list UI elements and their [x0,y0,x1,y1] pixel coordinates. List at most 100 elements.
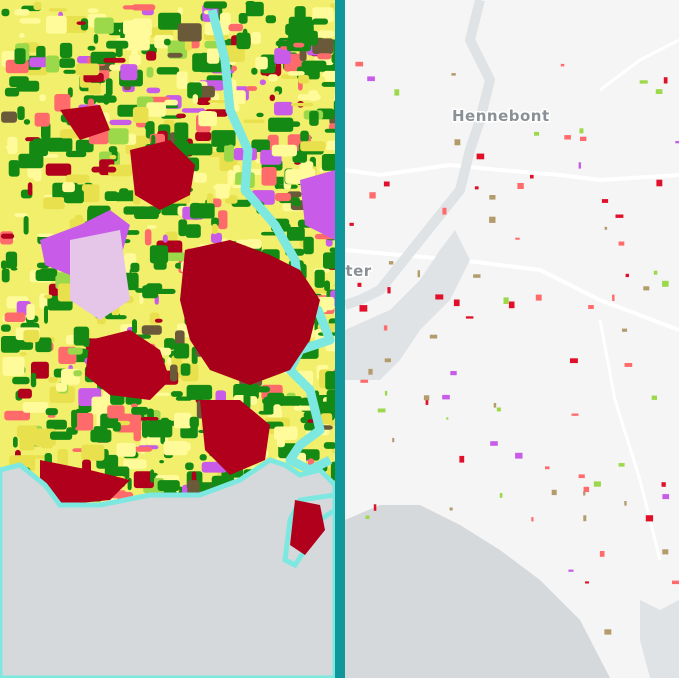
sea [640,600,679,678]
land-patch [185,224,201,238]
land-patch [293,405,315,411]
land-patch [211,232,222,244]
land-patch [187,82,202,99]
land-patch [656,179,663,187]
land-patch [187,480,200,495]
land-patch [534,131,540,136]
land-patch [106,40,129,49]
land-patch [91,396,107,415]
land-patch [59,58,75,68]
land-patch [442,207,447,215]
land-patch [14,9,30,16]
land-patch [545,466,550,470]
land-patch [568,569,574,572]
land-patch [236,32,251,50]
land-patch [163,252,190,261]
land-patch [583,515,587,522]
land-patch [57,449,68,468]
land-patch [1,111,17,123]
land-patch [228,23,243,32]
land-patch [106,52,123,57]
land-patch [293,42,305,48]
land-patch [489,195,496,200]
land-patch [653,270,658,275]
land-patch [206,48,220,64]
land-patch [94,17,114,34]
land-patch [176,113,186,119]
land-patch [157,480,180,491]
land-patch [120,64,138,81]
land-patch [2,356,25,376]
land-patch [27,182,33,196]
land-patch [174,122,189,141]
land-patch [224,144,235,162]
urban-area [130,140,195,210]
land-patch [301,60,327,72]
land-patch [133,471,154,489]
land-patch [39,268,57,278]
land-patch [282,121,301,127]
land-cover-map [0,0,335,678]
land-patch [625,273,629,278]
land-patch [604,629,612,635]
land-patch [384,358,391,363]
land-patch [449,507,453,511]
land-patch [23,329,40,343]
land-patch [583,491,586,496]
land-patch [331,447,335,454]
land-patch [453,299,460,307]
land-patch [322,70,335,78]
swipe-divider[interactable] [335,0,345,678]
land-patch [147,419,173,438]
land-patch [612,294,615,301]
land-patch [151,134,156,146]
land-patch [131,49,138,59]
urban-area [40,460,130,505]
land-patch [81,444,105,461]
land-patch [662,280,669,287]
land-patch [33,169,42,182]
land-patch [87,45,96,51]
land-patch [294,6,306,20]
place-label: ster [336,262,372,280]
land-patch [274,193,291,202]
land-patch [383,181,390,187]
land-patch [298,74,310,84]
land-patch [190,203,215,219]
land-patch [475,113,484,121]
land-patch [114,192,137,202]
land-patch [75,408,89,414]
land-patch [300,141,326,152]
land-patch [499,493,503,498]
land-patch [333,100,335,114]
land-patch [624,501,627,506]
land-patch [158,12,181,30]
land-patch [95,96,117,103]
land-patch [74,413,94,431]
land-patch [154,318,163,323]
land-patch [175,330,185,348]
land-patch [256,112,264,118]
land-patch [323,442,335,449]
land-patch [167,52,183,58]
land-patch [65,174,90,184]
land-patch [268,117,294,132]
land-patch [33,1,42,11]
land-patch [1,336,20,353]
land-patch [446,417,449,420]
land-patch [227,169,234,186]
land-patch [49,8,68,12]
land-patch [312,18,328,25]
land-patch [43,197,65,210]
land-patch [208,152,227,158]
land-patch [62,16,87,33]
land-patch [251,67,258,75]
land-patch [108,128,129,145]
land-patch [496,407,501,412]
land-patch [417,270,420,278]
land-patch [93,34,99,44]
land-patch [369,192,376,199]
land-patch [639,80,648,84]
land-patch [259,79,266,86]
